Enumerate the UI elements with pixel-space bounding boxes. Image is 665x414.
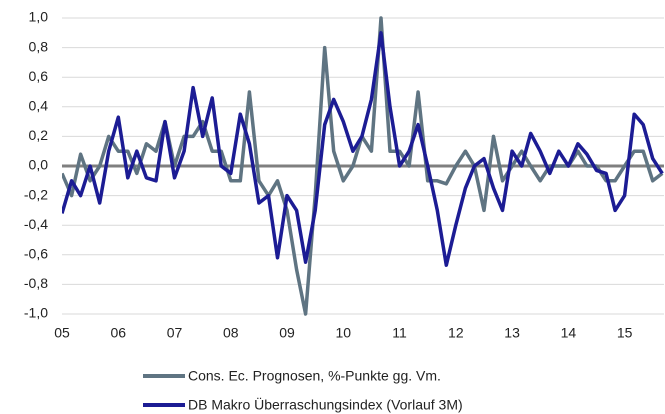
x-tick-label: 05 [54, 325, 70, 341]
legend-label: Cons. Ec. Prognosen, %-Punkte gg. Vm. [188, 368, 441, 384]
y-tick-label: -0,8 [24, 275, 48, 291]
legend-label: DB Makro Überraschungsindex (Vorlauf 3M) [188, 396, 463, 413]
x-tick-label: 09 [279, 325, 295, 341]
y-tick-label: -1,0 [24, 305, 48, 321]
x-tick-label: 12 [448, 325, 464, 341]
plot-area [62, 16, 664, 316]
y-tick-label: 0,2 [29, 127, 49, 143]
y-tick-label: 0,6 [29, 68, 49, 84]
x-tick-label: 08 [223, 325, 239, 341]
legend: Cons. Ec. Prognosen, %-Punkte gg. Vm. DB … [143, 368, 463, 413]
x-tick-label: 07 [167, 325, 183, 341]
y-tick-label: 0,0 [29, 157, 49, 173]
y-tick-label: -0,4 [24, 216, 48, 232]
x-tick-label: 13 [504, 325, 520, 341]
x-tick-label: 06 [110, 325, 126, 341]
x-tick-label: 15 [617, 325, 633, 341]
x-tick-label: 10 [336, 325, 352, 341]
x-tick-label: 14 [561, 325, 577, 341]
y-tick-label: -0,6 [24, 246, 48, 262]
y-tick-label: 1,0 [29, 9, 49, 25]
y-tick-label: 0,4 [29, 98, 49, 114]
grid [62, 17, 664, 315]
axis-labels: -1,0 -0,8 -0,6 -0,4 -0,2 0,0 0,2 0,4 0,6 0,8 1,0 05… [24, 9, 633, 341]
x-tick-label: 11 [392, 325, 407, 341]
y-tick-label: -0,2 [24, 186, 48, 202]
series-line [62, 31, 664, 267]
y-tick-label: 0,8 [29, 38, 49, 54]
